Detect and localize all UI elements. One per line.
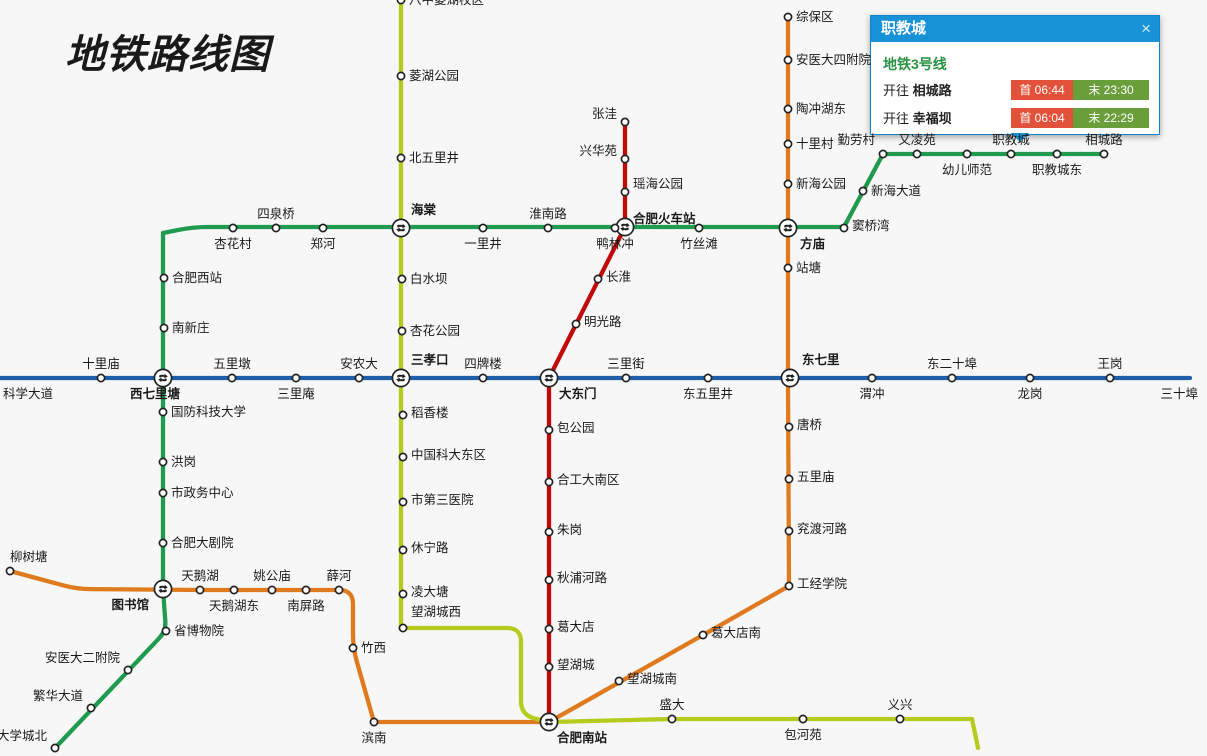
svg-text:柳树塘: 柳树塘 <box>10 549 48 564</box>
svg-text:陶冲湖东: 陶冲湖东 <box>796 101 846 116</box>
svg-text:大东门: 大东门 <box>559 386 597 401</box>
svg-text:白水坝: 白水坝 <box>410 271 448 286</box>
svg-text:科学大道: 科学大道 <box>3 386 54 401</box>
svg-text:五里庙: 五里庙 <box>797 470 835 484</box>
svg-text:葛大店南: 葛大店南 <box>711 625 761 640</box>
svg-text:大学城北: 大学城北 <box>0 728 47 743</box>
svg-text:三里街: 三里街 <box>607 357 645 371</box>
svg-text:市第三医院: 市第三医院 <box>411 492 474 507</box>
svg-text:天鹅湖: 天鹅湖 <box>181 568 219 583</box>
svg-text:唐桥: 唐桥 <box>797 417 823 432</box>
svg-text:市政务中心: 市政务中心 <box>171 485 234 500</box>
svg-text:兖渡河路: 兖渡河路 <box>797 521 848 536</box>
svg-text:王岗: 王岗 <box>1097 357 1122 371</box>
svg-text:竹丝滩: 竹丝滩 <box>680 237 718 251</box>
svg-text:休宁路: 休宁路 <box>411 540 449 555</box>
svg-text:职教城东: 职教城东 <box>1032 162 1082 177</box>
svg-text:义兴: 义兴 <box>887 698 912 712</box>
svg-text:一里井: 一里井 <box>464 237 502 251</box>
svg-text:包公园: 包公园 <box>557 421 595 435</box>
svg-text:秋浦河路: 秋浦河路 <box>557 570 608 585</box>
svg-text:相城路: 相城路 <box>1085 132 1123 147</box>
svg-text:合肥大剧院: 合肥大剧院 <box>171 535 234 550</box>
svg-text:薛河: 薛河 <box>326 569 352 583</box>
svg-text:幼儿师范: 幼儿师范 <box>942 163 992 177</box>
svg-text:盛大: 盛大 <box>659 697 684 712</box>
svg-text:图书馆: 图书馆 <box>111 597 149 612</box>
svg-text:张洼: 张洼 <box>592 106 617 121</box>
svg-text:西七里塘: 西七里塘 <box>130 386 181 401</box>
svg-text:十里庙: 十里庙 <box>82 357 120 371</box>
svg-text:葛大店: 葛大店 <box>557 620 595 634</box>
svg-text:杏花村: 杏花村 <box>214 236 252 251</box>
svg-text:十里村: 十里村 <box>796 137 834 151</box>
svg-text:瑶海公园: 瑶海公园 <box>633 176 683 191</box>
svg-text:方庙: 方庙 <box>800 236 826 251</box>
svg-text:望湖城南: 望湖城南 <box>627 671 677 686</box>
svg-text:站塘: 站塘 <box>796 260 821 275</box>
svg-text:四泉桥: 四泉桥 <box>257 206 295 221</box>
svg-text:竹西: 竹西 <box>361 641 386 655</box>
svg-text:望湖城西: 望湖城西 <box>411 604 461 619</box>
svg-text:东七里: 东七里 <box>802 352 840 367</box>
svg-text:八中菱湖校区: 八中菱湖校区 <box>409 0 484 7</box>
svg-text:东五里井: 东五里井 <box>683 387 733 401</box>
svg-text:北五里井: 北五里井 <box>409 151 459 165</box>
svg-text:安医大四附院: 安医大四附院 <box>796 52 872 67</box>
svg-text:天鹅湖东: 天鹅湖东 <box>209 598 259 613</box>
svg-text:东二十埠: 东二十埠 <box>927 357 977 371</box>
svg-text:四牌楼: 四牌楼 <box>464 356 502 371</box>
svg-text:合肥西站: 合肥西站 <box>172 270 222 285</box>
svg-text:杏花公园: 杏花公园 <box>410 323 460 338</box>
svg-text:包河苑: 包河苑 <box>784 728 822 742</box>
svg-text:三孝口: 三孝口 <box>411 352 449 367</box>
svg-text:兴华苑: 兴华苑 <box>579 143 617 158</box>
svg-text:明光路: 明光路 <box>584 314 622 329</box>
svg-text:南新庄: 南新庄 <box>172 320 210 335</box>
svg-text:三里庵: 三里庵 <box>277 386 315 401</box>
svg-text:龙岗: 龙岗 <box>1017 387 1042 401</box>
svg-text:朱岗: 朱岗 <box>557 523 582 537</box>
svg-text:稻香楼: 稻香楼 <box>411 405 449 420</box>
svg-text:南屏路: 南屏路 <box>287 598 325 613</box>
svg-text:菱湖公园: 菱湖公园 <box>409 68 459 83</box>
svg-text:中国科大东区: 中国科大东区 <box>411 447 486 462</box>
svg-text:郑河: 郑河 <box>310 236 336 251</box>
svg-text:渭冲: 渭冲 <box>859 386 884 401</box>
svg-text:五里墩: 五里墩 <box>213 357 251 371</box>
svg-text:新海公园: 新海公园 <box>796 176 846 191</box>
svg-text:长淮: 长淮 <box>606 270 631 284</box>
svg-text:安医大二附院: 安医大二附院 <box>45 650 121 665</box>
svg-text:综保区: 综保区 <box>796 10 834 24</box>
svg-text:勤劳村: 勤劳村 <box>837 133 875 147</box>
svg-text:滨南: 滨南 <box>361 730 386 745</box>
svg-text:合工大南区: 合工大南区 <box>557 472 620 487</box>
svg-text:合肥南站: 合肥南站 <box>557 730 608 745</box>
svg-text:安农大: 安农大 <box>340 356 378 371</box>
svg-text:新海大道: 新海大道 <box>871 183 922 198</box>
svg-text:望湖城: 望湖城 <box>557 657 595 672</box>
svg-text:淮南路: 淮南路 <box>529 206 567 221</box>
svg-text:鸭林冲: 鸭林冲 <box>596 236 634 251</box>
svg-text:凌大塘: 凌大塘 <box>411 584 449 599</box>
svg-text:职教城: 职教城 <box>992 132 1030 147</box>
svg-text:合肥火车站: 合肥火车站 <box>633 211 696 226</box>
svg-text:又凌苑: 又凌苑 <box>898 133 936 147</box>
svg-text:三十埠: 三十埠 <box>1160 387 1198 401</box>
svg-text:工经学院: 工经学院 <box>797 576 848 591</box>
svg-text:窦桥湾: 窦桥湾 <box>852 218 890 233</box>
svg-text:繁华大道: 繁华大道 <box>33 688 84 703</box>
svg-text:省博物院: 省博物院 <box>174 623 225 638</box>
svg-text:洪岗: 洪岗 <box>171 455 196 469</box>
svg-text:姚公庙: 姚公庙 <box>253 569 291 583</box>
svg-text:国防科技大学: 国防科技大学 <box>171 404 246 419</box>
svg-text:海棠: 海棠 <box>411 202 437 217</box>
